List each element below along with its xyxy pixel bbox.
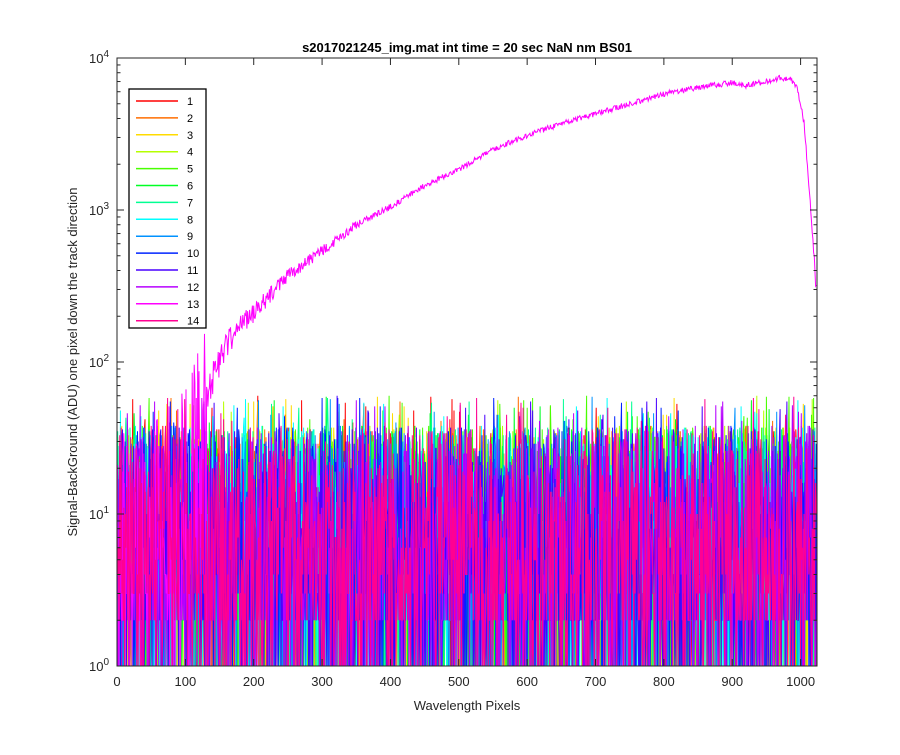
y-tick-exponent: 1 — [103, 505, 109, 516]
legend-label: 2 — [187, 113, 193, 125]
x-tick-label: 700 — [585, 674, 607, 689]
legend-item-10[interactable]: 10 — [136, 248, 199, 260]
legend-label: 11 — [187, 265, 198, 277]
x-axis-label: Wavelength Pixels — [414, 698, 521, 713]
legend-item-4[interactable]: 4 — [136, 147, 193, 159]
y-tick-label: 100 — [89, 657, 109, 674]
legend-label: 6 — [187, 181, 193, 193]
legend-item-12[interactable]: 12 — [136, 282, 199, 294]
x-tick-label: 600 — [516, 674, 538, 689]
x-tick-label: 0 — [113, 674, 120, 689]
y-tick-label: 102 — [89, 353, 109, 370]
y-tick-exponent: 3 — [103, 201, 109, 212]
series-line-14 — [117, 396, 817, 666]
x-tick-label: 900 — [721, 674, 743, 689]
y-tick-base: 10 — [89, 507, 103, 522]
x-tick-label: 500 — [448, 674, 470, 689]
y-tick-exponent: 2 — [103, 353, 109, 364]
x-tick-label: 300 — [311, 674, 333, 689]
y-tick-exponent: 0 — [103, 657, 109, 668]
legend-item-1[interactable]: 1 — [136, 96, 193, 108]
x-tick-label: 200 — [243, 674, 265, 689]
y-tick-base: 10 — [89, 51, 103, 66]
legend-item-2[interactable]: 2 — [136, 113, 193, 125]
x-tick-label: 1000 — [786, 674, 815, 689]
legend-item-5[interactable]: 5 — [136, 164, 193, 176]
x-tick-label: 400 — [380, 674, 402, 689]
y-tick-exponent: 4 — [103, 49, 109, 60]
legend-item-6[interactable]: 6 — [136, 181, 193, 193]
x-tick-label: 800 — [653, 674, 675, 689]
legend-item-7[interactable]: 7 — [136, 197, 193, 209]
legend-label: 1 — [187, 96, 193, 108]
ticks-layer: 0 100 200 300 400 500 600 700 800 900 100010010110… — [89, 49, 817, 689]
legend-box — [128, 88, 207, 329]
y-tick-base: 10 — [89, 659, 103, 674]
legend-item-9[interactable]: 9 — [136, 231, 193, 243]
y-tick-base: 10 — [89, 203, 103, 218]
series-line-12 — [117, 400, 817, 666]
chart-title: s2017021245_img.mat int time = 20 sec Na… — [302, 40, 632, 55]
legend-label: 8 — [187, 214, 193, 226]
axes-box — [116, 57, 818, 667]
series-layer — [117, 74, 817, 666]
legend-item-8[interactable]: 8 — [136, 214, 193, 226]
series-line-13 — [117, 74, 817, 666]
series-line-9 — [117, 396, 817, 666]
y-tick-label: 104 — [89, 49, 109, 66]
legend-item-3[interactable]: 3 — [136, 130, 193, 142]
legend-label: 9 — [187, 231, 193, 243]
y-axis-label: Signal-BackGround (ADU) one pixel down t… — [65, 187, 80, 536]
legend-label: 13 — [187, 299, 199, 311]
legend-label: 4 — [187, 147, 193, 159]
legend-item-14[interactable]: 14 — [136, 316, 199, 328]
legend-label: 5 — [187, 164, 193, 176]
legend-label: 14 — [187, 316, 199, 328]
legend-item-11[interactable]: 11 — [136, 265, 198, 277]
y-tick-label: 101 — [89, 505, 109, 522]
legend-label: 12 — [187, 282, 199, 294]
x-tick-label: 100 — [175, 674, 197, 689]
legend-label: 7 — [187, 197, 193, 209]
y-tick-label: 103 — [89, 201, 109, 218]
legend-label: 3 — [187, 130, 193, 142]
y-tick-base: 10 — [89, 355, 103, 370]
legend-label: 10 — [187, 248, 199, 260]
legend-item-13[interactable]: 13 — [136, 299, 199, 311]
